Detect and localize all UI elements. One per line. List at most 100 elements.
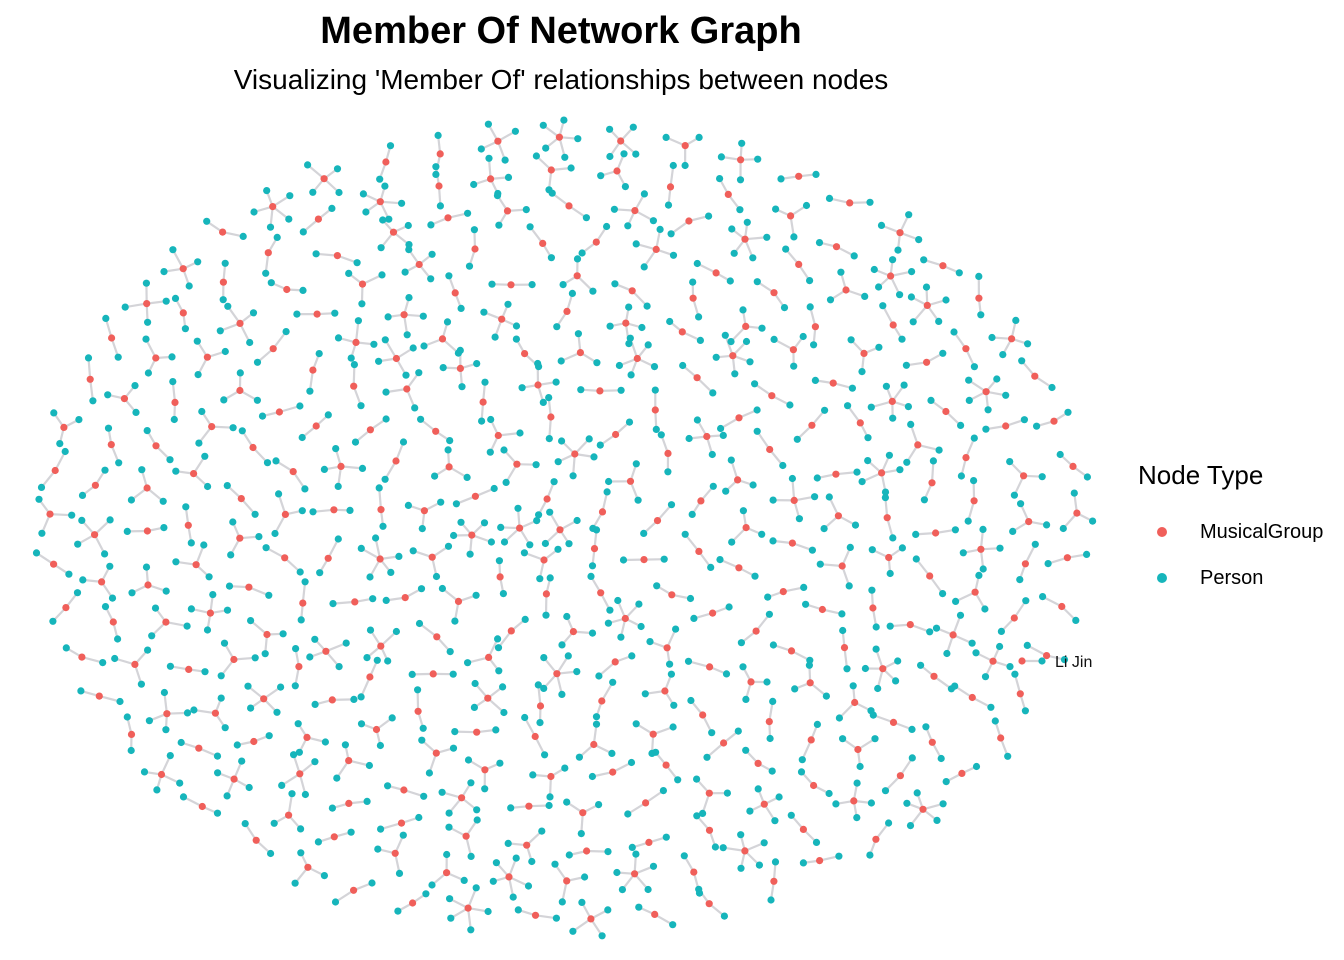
person-node-544	[273, 708, 281, 716]
musical-group-node-1019	[432, 427, 440, 435]
musical-group-node-1004	[401, 594, 409, 602]
person-node-146	[176, 779, 184, 787]
person-node-852	[262, 544, 270, 552]
musical-group-node-21	[494, 137, 502, 145]
person-node-557	[200, 541, 208, 549]
person-node-690	[464, 756, 473, 764]
person-node-548	[220, 639, 229, 647]
musical-group-node-819	[747, 678, 755, 686]
musical-group-node-936	[456, 364, 464, 372]
person-node-710	[261, 650, 269, 658]
person-node-119	[598, 932, 606, 940]
person-node-322	[398, 199, 406, 207]
person-node-911	[369, 595, 377, 603]
person-node-323	[385, 215, 393, 223]
person-node-181	[102, 314, 110, 322]
person-node-230	[680, 852, 688, 860]
person-node-574	[253, 396, 261, 404]
musical-group-node-198	[1021, 560, 1029, 568]
musical-group-node-327	[435, 182, 443, 190]
person-node-291	[106, 516, 114, 524]
person-node-1138	[640, 529, 648, 538]
person-node-787	[843, 665, 851, 673]
musical-group-node-931	[403, 385, 411, 393]
musical-group-node-613	[811, 323, 820, 331]
person-node-568	[198, 407, 206, 416]
person-node-3	[266, 223, 275, 231]
person-node-984	[536, 719, 544, 727]
person-node-621	[882, 382, 891, 390]
person-node-126	[467, 926, 475, 934]
musical-group-node-215	[896, 772, 905, 780]
person-node-734	[354, 317, 362, 325]
person-node-541	[964, 517, 972, 525]
network-graph: Li Jin	[32, 116, 1097, 940]
person-node-231	[695, 889, 704, 897]
person-node-845	[342, 639, 350, 647]
person-node-942	[574, 330, 583, 338]
person-node-1021	[481, 378, 489, 386]
person-node-9	[304, 161, 312, 169]
musical-group-node-201	[1010, 614, 1018, 622]
person-node-45	[866, 198, 874, 206]
person-node-935	[473, 360, 481, 368]
person-node-89	[991, 717, 999, 725]
person-node-1024	[539, 398, 547, 406]
musical-group-node-55	[939, 262, 947, 270]
musical-group-node-252	[443, 869, 451, 877]
person-node-164	[65, 570, 73, 578]
person-node-1039	[722, 487, 730, 495]
person-node-877	[480, 308, 488, 316]
musical-group-node-5	[269, 203, 277, 211]
person-node-755	[689, 278, 697, 286]
person-node-472	[166, 456, 174, 464]
person-node-665	[577, 830, 585, 838]
person-node-203	[972, 649, 980, 657]
person-node-751	[611, 280, 619, 288]
person-node-729	[315, 350, 323, 358]
person-node-1076	[653, 582, 661, 590]
legend-label-person: Person	[1200, 566, 1264, 589]
person-node-1071	[688, 510, 696, 518]
person-node-62	[988, 333, 996, 342]
person-node-188	[160, 268, 168, 276]
musical-group-node-1033	[651, 406, 659, 414]
person-node-920	[334, 482, 342, 490]
musical-group-node-711	[263, 630, 271, 639]
person-node-42	[777, 175, 785, 183]
edge-130	[89, 379, 94, 401]
person-node-342	[664, 201, 673, 209]
person-node-692	[481, 785, 489, 793]
person-node-632	[951, 526, 960, 534]
musical-group-node-1030	[596, 387, 604, 395]
musical-group-node-669	[525, 802, 533, 810]
person-node-408	[839, 735, 847, 743]
musical-group-node-16	[436, 150, 444, 158]
person-node-413	[746, 807, 754, 815]
person-node-879	[512, 322, 521, 330]
person-node-625	[903, 458, 911, 466]
person-node-887	[606, 322, 614, 330]
musical-group-node-604	[652, 245, 660, 253]
musical-group-node-830	[590, 740, 598, 749]
person-node-841	[373, 656, 381, 664]
person-node-634	[939, 590, 947, 598]
musical-group-node-693	[481, 766, 489, 774]
person-node-821	[708, 729, 716, 737]
person-node-155	[77, 687, 85, 695]
person-node-435	[377, 825, 385, 833]
edge-463	[930, 460, 935, 483]
musical-group-node-287	[98, 578, 106, 586]
musical-group-node-860	[289, 468, 297, 476]
person-node-1109	[486, 448, 494, 456]
person-node-923	[358, 464, 367, 472]
person-node-255	[374, 845, 382, 853]
person-node-272	[160, 688, 168, 697]
person-node-973	[684, 657, 693, 665]
person-node-648	[849, 682, 857, 690]
person-node-626	[907, 420, 915, 428]
person-node-243	[492, 859, 500, 867]
person-node-257	[314, 838, 322, 846]
person-node-827	[592, 720, 601, 728]
person-node-684	[295, 748, 303, 756]
